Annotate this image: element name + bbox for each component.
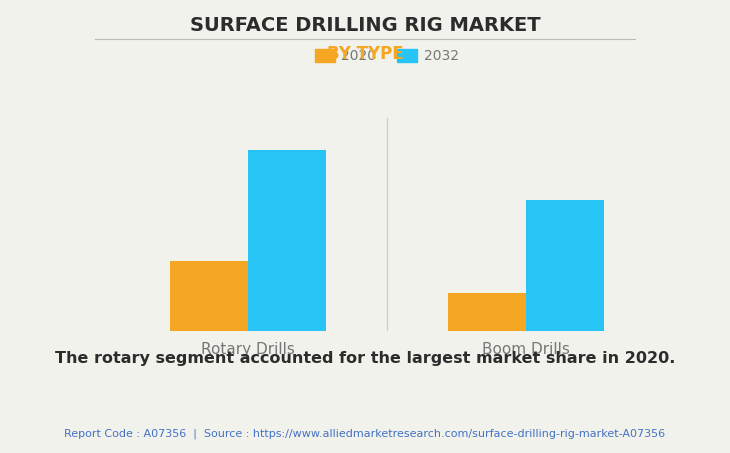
Bar (448, 293, 526, 331)
Text: Report Code : A07356  |  Source : https://www.alliedmarketresearch.com/surface-d: Report Code : A07356 | Source : https://… (64, 428, 666, 439)
Text: The rotary segment accounted for the largest market share in 2020.: The rotary segment accounted for the lar… (55, 351, 675, 366)
Legend: 2020, 2032: 2020, 2032 (310, 44, 464, 69)
Text: BY TYPE: BY TYPE (327, 45, 403, 63)
Bar (526, 200, 604, 331)
Bar (170, 260, 248, 331)
Bar (248, 150, 326, 331)
Text: SURFACE DRILLING RIG MARKET: SURFACE DRILLING RIG MARKET (190, 16, 540, 35)
